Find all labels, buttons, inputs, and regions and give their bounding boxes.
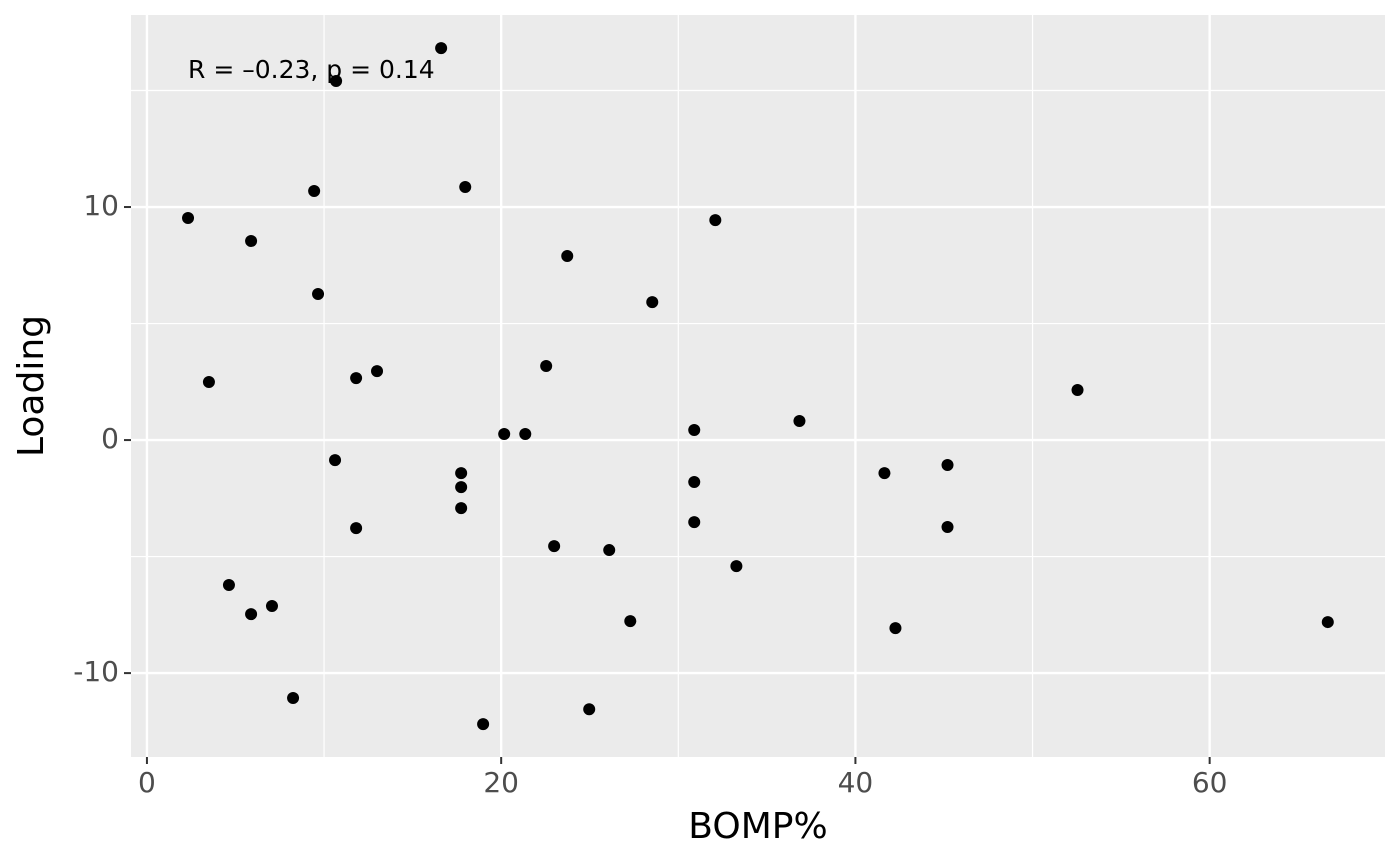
point	[477, 718, 490, 731]
point	[329, 454, 342, 467]
point	[730, 560, 743, 573]
point	[330, 74, 343, 87]
x-tick-label: 60	[1192, 766, 1228, 799]
point	[308, 184, 321, 197]
point	[459, 180, 472, 193]
point	[941, 459, 954, 472]
annotation: R = –0.23, p = 0.14	[188, 55, 435, 84]
grid	[131, 15, 1385, 757]
point	[793, 414, 806, 427]
point	[202, 376, 215, 389]
point	[222, 579, 235, 592]
point	[1321, 616, 1334, 629]
points	[182, 42, 1334, 731]
x-axis-title: BOMP%	[688, 806, 827, 847]
point	[540, 359, 553, 372]
y-tick-label: -10	[73, 655, 119, 688]
point	[371, 365, 384, 378]
point	[878, 467, 891, 480]
x-tick-label: 20	[483, 766, 519, 799]
point	[519, 428, 532, 441]
x-tick-label: 0	[138, 766, 156, 799]
point	[245, 608, 258, 621]
point	[1071, 383, 1084, 396]
point	[688, 476, 701, 489]
point	[688, 516, 701, 529]
point	[350, 372, 363, 385]
y-tick-label: 10	[83, 189, 119, 222]
point	[435, 42, 448, 55]
point	[287, 692, 300, 705]
point	[646, 296, 659, 309]
point	[889, 622, 902, 635]
point	[455, 502, 468, 515]
point	[709, 214, 722, 227]
point	[548, 540, 561, 553]
point	[624, 615, 637, 628]
point	[350, 522, 363, 535]
axes: 0 20 40 60 -10 0 10	[73, 189, 1227, 799]
point	[455, 467, 468, 480]
point	[245, 235, 258, 248]
point	[688, 424, 701, 437]
y-axis-title: Loading	[11, 315, 52, 457]
point	[498, 428, 511, 441]
point	[265, 599, 278, 612]
y-tick-label: 0	[101, 422, 119, 455]
x-tick-label: 40	[838, 766, 874, 799]
point	[561, 249, 574, 262]
point	[455, 481, 468, 494]
point	[182, 211, 195, 224]
point	[603, 544, 616, 557]
point	[583, 703, 596, 716]
plot-panel	[131, 15, 1385, 757]
point	[312, 287, 325, 300]
point	[941, 520, 954, 533]
